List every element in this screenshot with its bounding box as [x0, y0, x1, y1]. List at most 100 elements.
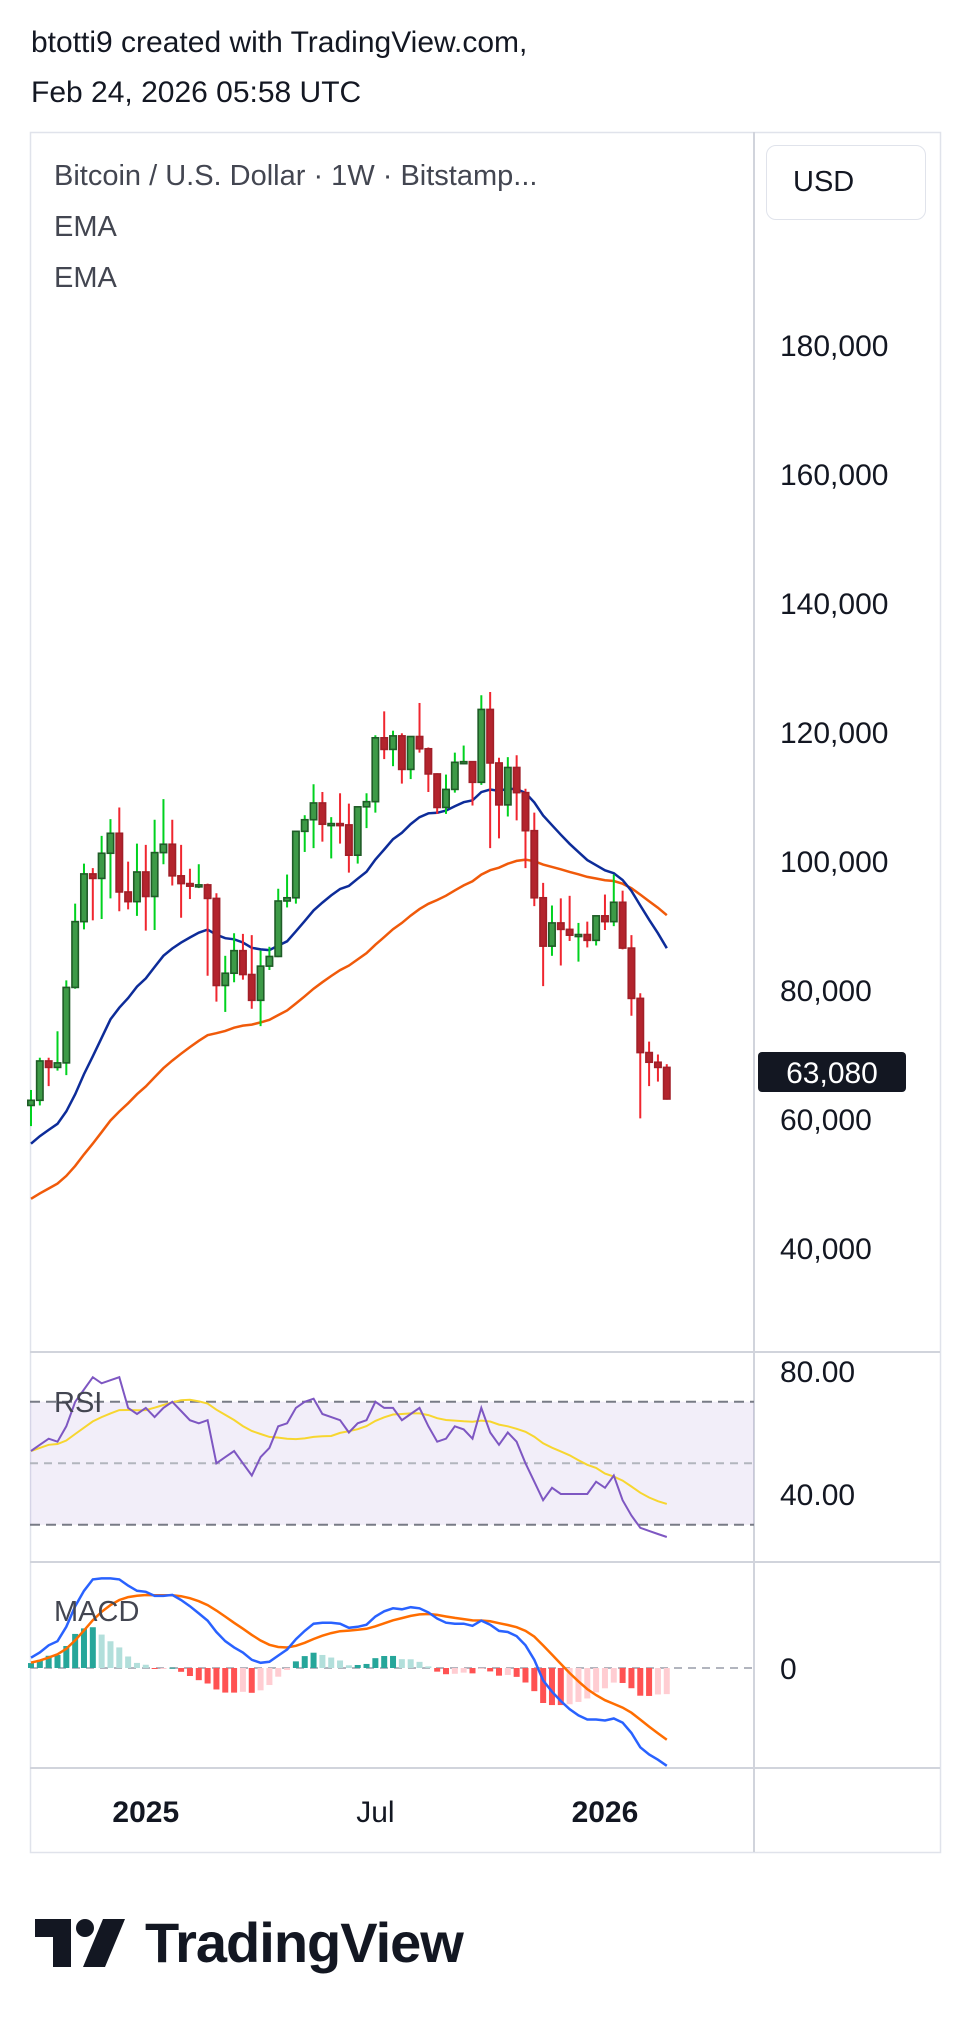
- macd-histogram-bar: [151, 1668, 158, 1669]
- candle-body: [247, 973, 256, 1002]
- macd-histogram-bar: [275, 1668, 282, 1677]
- candle: [477, 695, 486, 785]
- macd-histogram-bar: [654, 1668, 661, 1695]
- candle: [238, 933, 247, 980]
- candle: [327, 817, 336, 859]
- price-pane[interactable]: [26, 692, 671, 1200]
- candle-body: [433, 773, 442, 809]
- candle-body: [583, 933, 592, 942]
- candle-body: [371, 737, 380, 803]
- macd-histogram-bar: [363, 1663, 370, 1668]
- rsi-band-fill: [30, 1401, 754, 1525]
- candle: [150, 819, 159, 931]
- candle-body: [177, 875, 186, 885]
- legend-symbol[interactable]: Bitcoin / U.S. Dollar · 1W · Bitstamp...: [54, 160, 538, 192]
- candle: [203, 883, 212, 976]
- macd-histogram-bar: [610, 1668, 617, 1683]
- macd-histogram-bar: [619, 1668, 626, 1683]
- macd-histogram-bar: [531, 1668, 538, 1692]
- candle-body: [203, 884, 212, 900]
- macd-histogram-bar: [451, 1668, 458, 1674]
- candle-body: [150, 851, 159, 898]
- tradingview-logo[interactable]: TradingView: [35, 1910, 464, 1975]
- macd-histogram-bar: [125, 1656, 132, 1668]
- candle: [221, 955, 230, 1012]
- candle: [168, 819, 177, 886]
- last-price-label: 63,080: [786, 1057, 878, 1090]
- macd-histogram-bar: [257, 1668, 264, 1691]
- candle: [194, 864, 203, 889]
- macd-histogram-bar: [354, 1664, 361, 1668]
- macd-histogram-bar: [54, 1654, 61, 1668]
- candle: [44, 1057, 53, 1087]
- candle-body: [212, 897, 221, 987]
- candle: [353, 806, 362, 864]
- macd-pane[interactable]: [28, 1577, 754, 1767]
- legend-ema-1[interactable]: EMA: [54, 211, 117, 243]
- macd-histogram-bar: [504, 1668, 511, 1675]
- candle: [530, 812, 539, 907]
- macd-tick-label: 0: [780, 1653, 797, 1686]
- candle-body: [442, 788, 451, 809]
- macd-histogram-bar: [548, 1668, 555, 1706]
- legend-ema-2[interactable]: EMA: [54, 262, 117, 294]
- macd-histogram-bar: [142, 1664, 149, 1668]
- candle: [618, 890, 627, 950]
- candle-body: [503, 766, 512, 806]
- candle-body: [600, 915, 609, 923]
- macd-histogram-bar: [407, 1659, 414, 1668]
- candle: [539, 882, 548, 987]
- candle: [486, 692, 495, 849]
- candle: [389, 730, 398, 767]
- macd-histogram-bar: [425, 1666, 432, 1668]
- candle: [397, 733, 406, 784]
- candle: [300, 815, 309, 852]
- candle: [344, 803, 353, 873]
- candle-body: [539, 896, 548, 947]
- macd-histogram-bar: [416, 1661, 423, 1668]
- tradingview-logo-text: TradingView: [145, 1911, 464, 1974]
- price-tick-label: 120,000: [780, 717, 888, 750]
- macd-histogram-bar: [575, 1668, 582, 1702]
- candle: [583, 921, 592, 948]
- candle: [503, 757, 512, 817]
- candle: [274, 888, 283, 958]
- candle-body: [71, 920, 80, 989]
- candle-body: [221, 972, 230, 987]
- candle: [283, 874, 292, 908]
- candle-body: [662, 1066, 671, 1100]
- currency-button[interactable]: USD: [766, 145, 926, 220]
- candle: [406, 735, 415, 780]
- macd-histogram-bar: [381, 1656, 388, 1668]
- candle: [574, 922, 583, 962]
- candle: [512, 755, 521, 821]
- candle-body: [397, 735, 406, 771]
- candle-body: [291, 830, 300, 899]
- macd-histogram-bar: [593, 1668, 600, 1693]
- candle-body: [556, 922, 565, 931]
- candle-body: [592, 915, 601, 942]
- rsi-pane[interactable]: [30, 1375, 754, 1538]
- candle: [371, 735, 380, 813]
- candle: [362, 793, 371, 829]
- macd-histogram-bar: [566, 1668, 573, 1705]
- candle-body: [26, 1099, 35, 1107]
- price-tick-label: 180,000: [780, 330, 888, 363]
- candle: [424, 747, 433, 792]
- time-tick-label: 2026: [572, 1796, 639, 1829]
- candle: [132, 843, 141, 916]
- ema-slow-line: [30, 858, 668, 1200]
- candle: [212, 893, 221, 1002]
- macd-line: [30, 1577, 668, 1767]
- candle-body: [168, 843, 177, 877]
- candle: [565, 895, 574, 941]
- candle: [265, 946, 274, 971]
- candle-body: [424, 747, 433, 775]
- candle-body: [380, 737, 389, 751]
- author-line: btotti9 created with TradingView.com,: [31, 26, 528, 59]
- candle: [256, 950, 265, 1027]
- macd-histogram-bar: [160, 1668, 167, 1669]
- candle: [600, 894, 609, 931]
- candle: [609, 874, 618, 927]
